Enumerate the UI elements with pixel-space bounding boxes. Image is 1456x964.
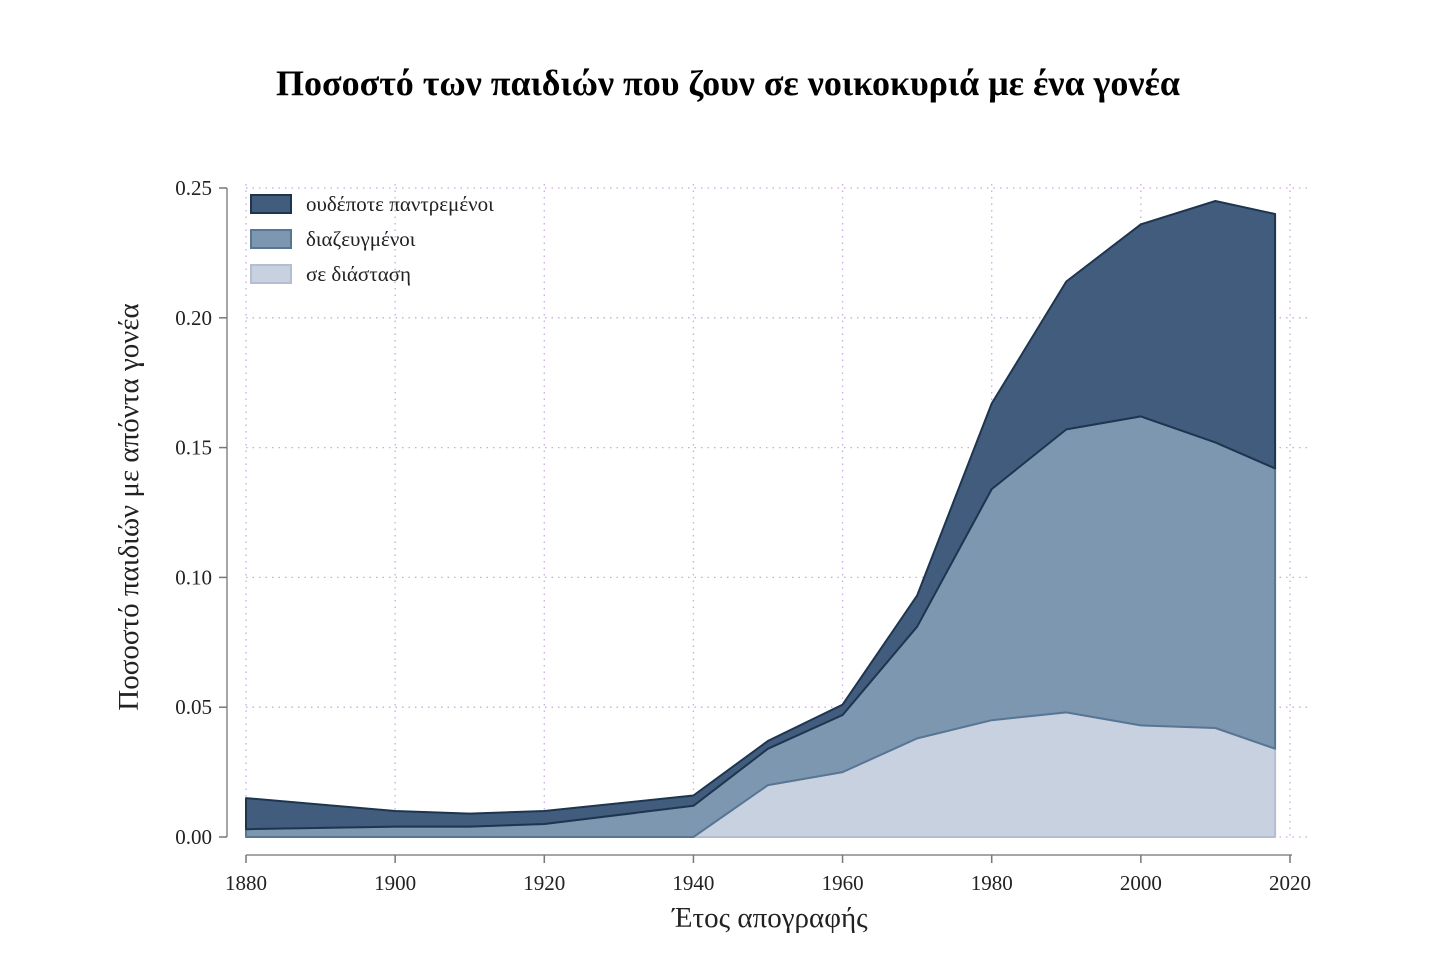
legend-swatch — [250, 194, 292, 214]
axes — [226, 188, 1292, 856]
y-tick-label: 0.00 — [175, 825, 212, 849]
y-tick-label: 0.15 — [175, 436, 212, 460]
legend-label: ουδέποτε παντρεμένοι — [306, 192, 494, 216]
plot-areas — [245, 200, 1277, 838]
y-axis-label: Ποσοστό παιδιών με απόντα γονέα — [113, 303, 145, 711]
y-tick-label: 0.25 — [175, 176, 212, 200]
x-tick-label: 2020 — [1269, 871, 1311, 895]
x-axis-label: Έτος απογραφής — [670, 902, 868, 934]
legend-swatch — [250, 229, 292, 249]
x-tick-label: 1880 — [225, 871, 267, 895]
x-tick-label: 2000 — [1120, 871, 1162, 895]
ticks: 1880 1900 1920 1940 1960 1980 2000 2020 0.00 0.05… — [175, 176, 1311, 895]
legend: ουδέποτε παντρεμένοι διαζευγμένοι σε διάστ… — [250, 192, 494, 286]
legend-label: σε διάσταση — [306, 262, 411, 286]
chart-title: Ποσοστό των παιδιών που ζουν σε νοικοκυρ… — [276, 63, 1180, 103]
x-tick-label: 1960 — [822, 871, 864, 895]
x-tick-label: 1900 — [374, 871, 416, 895]
x-tick-label: 1980 — [971, 871, 1013, 895]
legend-label: διαζευγμένοι — [306, 227, 416, 251]
x-tick-label: 1940 — [672, 871, 714, 895]
x-tick-label: 1920 — [523, 871, 565, 895]
y-tick-label: 0.05 — [175, 695, 212, 719]
area-series-3 — [245, 200, 1277, 831]
y-tick-label: 0.20 — [175, 306, 212, 330]
y-tick-label: 0.10 — [175, 565, 212, 589]
legend-swatch — [250, 264, 292, 284]
